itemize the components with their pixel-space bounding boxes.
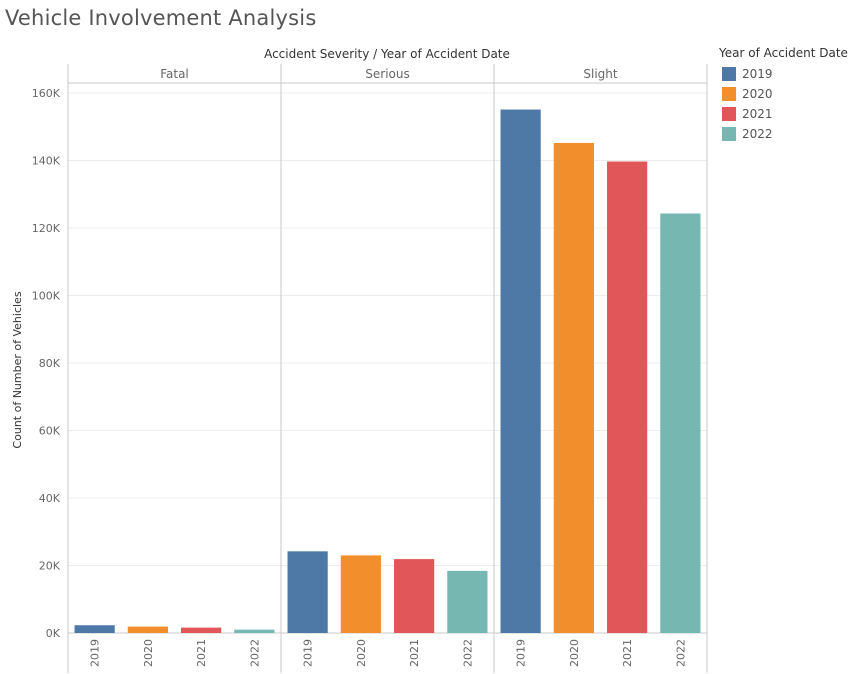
y-tick-label: 20K — [39, 560, 61, 573]
bars — [74, 109, 701, 634]
x-tick-label: 2022 — [248, 639, 261, 667]
x-tick-label: 2020 — [355, 639, 368, 667]
bar-fatal-2021 — [181, 627, 222, 633]
legend-item-2020: 2020 — [719, 84, 848, 104]
y-tick-label: 120K — [32, 222, 61, 235]
x-tick-label: 2021 — [195, 639, 208, 667]
bar-serious-2020 — [340, 555, 381, 633]
legend-swatch — [722, 87, 736, 101]
y-tick-label: 80K — [39, 357, 61, 370]
group-labels: Fatal Serious Slight — [160, 67, 618, 81]
legend: Year of Accident Date 2019 2020 2021 2022 — [719, 46, 848, 144]
chart-title: Vehicle Involvement Analysis — [5, 6, 317, 30]
bar-serious-2022 — [447, 570, 488, 633]
bar-slight-2019 — [500, 109, 541, 634]
legend-label: 2022 — [742, 127, 773, 141]
y-tick-label: 140K — [32, 155, 61, 168]
x-tick-label: 2022 — [674, 639, 687, 667]
bar-fatal-2022 — [234, 629, 275, 633]
legend-swatch — [722, 127, 736, 141]
x-tick-label: 2021 — [408, 639, 421, 667]
legend-swatch — [722, 107, 736, 121]
bar-fatal-2020 — [127, 626, 168, 633]
x-tick-label: 2022 — [461, 639, 474, 667]
x-axis-ticks: 2019 2020 2021 2022 2019 2020 2021 2022 2019 2020… — [89, 639, 688, 667]
legend-item-2019: 2019 — [719, 64, 848, 84]
y-axis-ticks: 0K 20K 40K 60K 80K 100K 120K 140K 160K — [32, 87, 61, 640]
y-axis-label: Count of Number of Vehicles — [11, 291, 24, 448]
x-tick-label: 2020 — [568, 639, 581, 667]
legend-label: 2020 — [742, 87, 773, 101]
bar-slight-2020 — [553, 142, 594, 633]
chart-frame — [67, 64, 708, 673]
legend-title: Year of Accident Date — [719, 46, 848, 60]
legend-label: 2019 — [742, 67, 773, 81]
x-tick-label: 2019 — [515, 639, 528, 667]
gridlines — [68, 92, 707, 566]
bar-slight-2022 — [660, 213, 701, 634]
legend-item-2021: 2021 — [719, 104, 848, 124]
bar-serious-2021 — [394, 559, 435, 633]
y-tick-label: 100K — [32, 290, 61, 303]
x-tick-label: 2019 — [89, 639, 102, 667]
bar-fatal-2019 — [74, 625, 115, 633]
x-tick-label: 2021 — [621, 639, 634, 667]
x-tick-label: 2019 — [302, 639, 315, 667]
y-tick-label: 160K — [32, 87, 61, 100]
y-tick-label: 60K — [39, 425, 61, 438]
group-label-fatal: Fatal — [160, 67, 189, 81]
legend-swatch — [722, 67, 736, 81]
y-tick-label: 0K — [46, 627, 61, 640]
bar-slight-2021 — [607, 161, 648, 633]
y-tick-label: 40K — [39, 492, 61, 505]
group-label-serious: Serious — [365, 67, 409, 81]
legend-items: 2019 2020 2021 2022 — [719, 64, 848, 144]
x-tick-label: 2020 — [142, 639, 155, 667]
legend-label: 2021 — [742, 107, 773, 121]
bar-serious-2019 — [287, 551, 328, 633]
legend-item-2022: 2022 — [719, 124, 848, 144]
column-header: Accident Severity / Year of Accident Dat… — [264, 47, 510, 61]
group-label-slight: Slight — [583, 67, 618, 81]
